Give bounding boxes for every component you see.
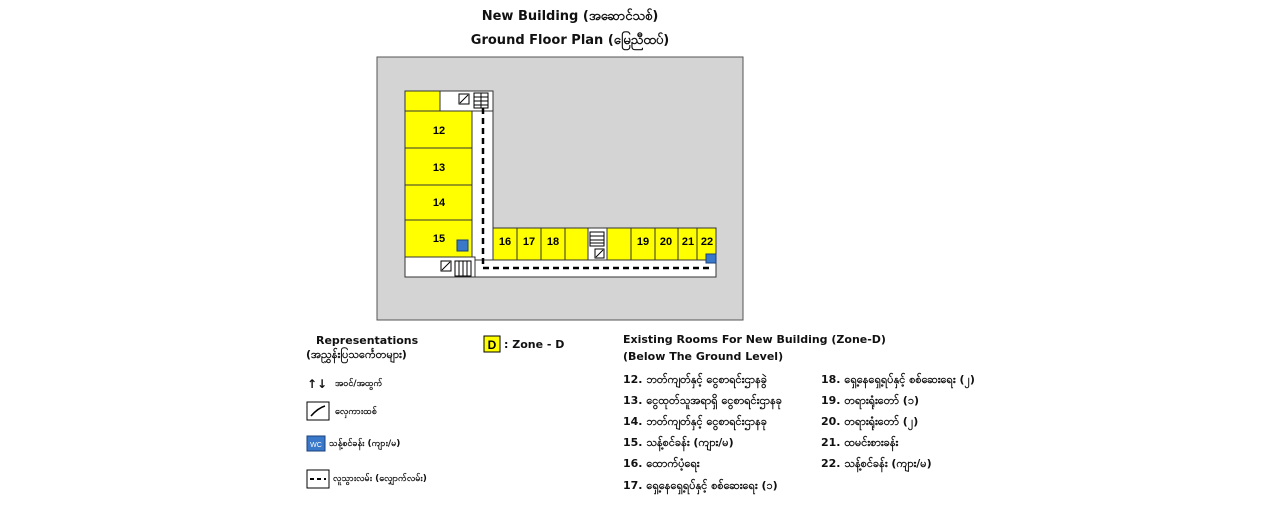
toilet-icon (705, 253, 717, 264)
room-list-item: 20. တရားရုံးတော် (၂) (821, 415, 919, 428)
arrows-label: အဝင်/အထွက် (335, 379, 383, 389)
room-entry (404, 90, 441, 112)
plan-title: New Building (အဆောင်သစ်) (481, 9, 659, 24)
stairs-legend-icon (306, 401, 330, 421)
room-list-item: 21. ထမင်းစားခန်း (821, 436, 899, 449)
toilet-label: သန့်စင်ခန်း (ကျား/မ) (329, 439, 401, 449)
room-label: 15 (433, 233, 445, 245)
walkway-dashed (481, 108, 710, 270)
room-label: 13 (433, 162, 445, 174)
room-list-item: 13. ငွေထုတ်သူအရာရှိ ငွေစာရင်းဌာနခု (623, 394, 782, 407)
room-14 (404, 184, 473, 221)
room-label: 14 (433, 197, 446, 209)
room-list-item: 18. ရှေ့နေရှေ့ရပ်နှင့် စစ်ဆေးရေး (၂) (821, 373, 975, 386)
plan-subtitle: Ground Floor Plan (မြေညီထပ်) (470, 33, 670, 48)
room-16 (492, 227, 518, 261)
existing-heading: Existing Rooms For New Building (Zone-D) (623, 333, 886, 346)
toilet-legend-icon (306, 435, 326, 452)
toilet-icon (456, 239, 469, 252)
zone-badge (483, 335, 501, 353)
walkway-legend-icon (306, 469, 330, 489)
room-label: 20 (660, 236, 672, 248)
room-list-item: 16. ထောက်ပံ့ရေး (623, 457, 700, 470)
room-list-item: 19. တရားရုံးတော် (၁) (821, 394, 920, 407)
room-label: 12 (433, 125, 445, 137)
walkway-label: လူသွားလမ်း (လျှောက်လမ်း) (333, 474, 427, 484)
stair-bottom-area (404, 256, 476, 278)
room-label: 18 (547, 236, 559, 248)
room-list-item: 15. သန့်စင်ခန်း (ကျား/မ) (623, 436, 734, 449)
room-blank (564, 227, 589, 261)
room-list-item: 12. ဘတ်ကျတ်နှင့် ငွေစာရင်းဌာနခွဲ (623, 373, 767, 386)
room-label: 17 (523, 236, 535, 248)
room-17 (516, 227, 542, 261)
room-list-item: 22. သန့်စင်ခန်း (ကျား/မ) (821, 457, 932, 470)
room-label: 19 (637, 236, 649, 248)
room-label: 21 (682, 236, 694, 248)
room-12 (404, 110, 473, 149)
room-label: 22 (701, 236, 713, 248)
toilet-legend-text: WC (310, 442, 322, 449)
room-label: 16 (499, 236, 511, 248)
room-blank-2 (606, 227, 632, 261)
legend-heading-mm: (အညွှန်းပြသင်္ကေတများ) (306, 348, 407, 361)
legend-heading: Representations (316, 334, 419, 347)
room-list-item: 14. ဘတ်ကျတ်နှင့် ငွေစာရင်းဌာနခု (623, 415, 767, 428)
zone-badge-letter: D (488, 338, 497, 352)
arrows-icon: ↑↓ (307, 377, 328, 391)
stairs-icon (440, 93, 605, 272)
stair-steps-icon (454, 92, 605, 277)
room-18 (540, 227, 566, 261)
stairs-label: လှေကားထစ် (335, 407, 377, 417)
room-list-item: 17. ရှေ့နေရှေ့ရပ်နှင့် စစ်ဆေးရေး (၁) (623, 479, 778, 492)
zone-label: : Zone - D (504, 338, 565, 351)
existing-subheading: (Below The Ground Level) (623, 350, 784, 363)
room-13 (404, 147, 473, 186)
